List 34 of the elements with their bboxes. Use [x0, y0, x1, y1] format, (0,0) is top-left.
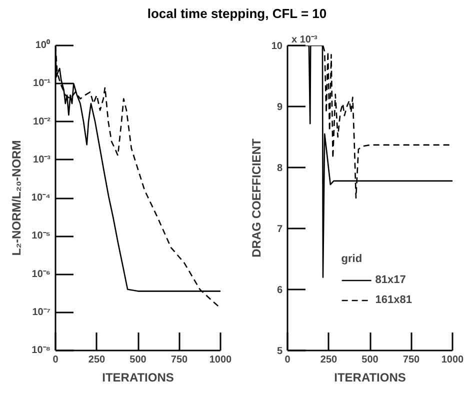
y-tick-label: 10⁰: [35, 39, 50, 51]
y-tick-label: 10⁻⁶: [32, 268, 51, 280]
x-tick-label: 250: [88, 354, 106, 366]
annotation: x 10⁻³: [292, 34, 318, 46]
y-tick-label: 10⁻⁴: [31, 192, 51, 204]
x-tick-label: 500: [130, 354, 147, 366]
y-tick-label: 10⁻⁷: [32, 306, 50, 318]
y-axis-title: DRAG COEFFICIENT: [249, 138, 264, 258]
x-tick-label: 750: [170, 354, 188, 366]
x-tick-label: 750: [402, 354, 420, 366]
x-axis-title: ITERATIONS: [334, 370, 406, 384]
x-axis-title: ITERATIONS: [102, 370, 174, 384]
y-tick-label: 10⁻³: [33, 154, 52, 166]
x-tick-label: 250: [320, 354, 338, 366]
x-tick-label: 0: [284, 354, 291, 366]
y-tick-label: 10⁻⁵: [32, 230, 51, 242]
y-tick-label: 10⁻⁸: [32, 345, 51, 356]
y-tick-label: 6: [276, 285, 283, 296]
y-tick-label: 10⁻¹: [33, 78, 52, 90]
x-tick-label: 0: [52, 354, 59, 366]
y-tick-label: 10: [271, 41, 283, 52]
y-tick-label: 5: [276, 346, 283, 357]
legend-label: 81x17: [375, 274, 406, 286]
legend-title: grid: [341, 253, 364, 265]
y-tick-label: 8: [276, 163, 283, 174]
x-tick-label: 500: [362, 354, 379, 366]
y-axis-title: L₂-NORM/L₂₀-NORM: [9, 140, 24, 256]
y-tick-label: 7: [276, 224, 283, 235]
y-tick-label: 9: [276, 102, 283, 113]
legend-label: 161x81: [375, 294, 412, 306]
x-tick-label: 1000: [209, 354, 232, 366]
x-tick-label: 1000: [441, 354, 464, 366]
y-tick-label: 10⁻²: [33, 116, 52, 128]
chart-title: local time stepping, CFL = 10: [147, 5, 327, 23]
